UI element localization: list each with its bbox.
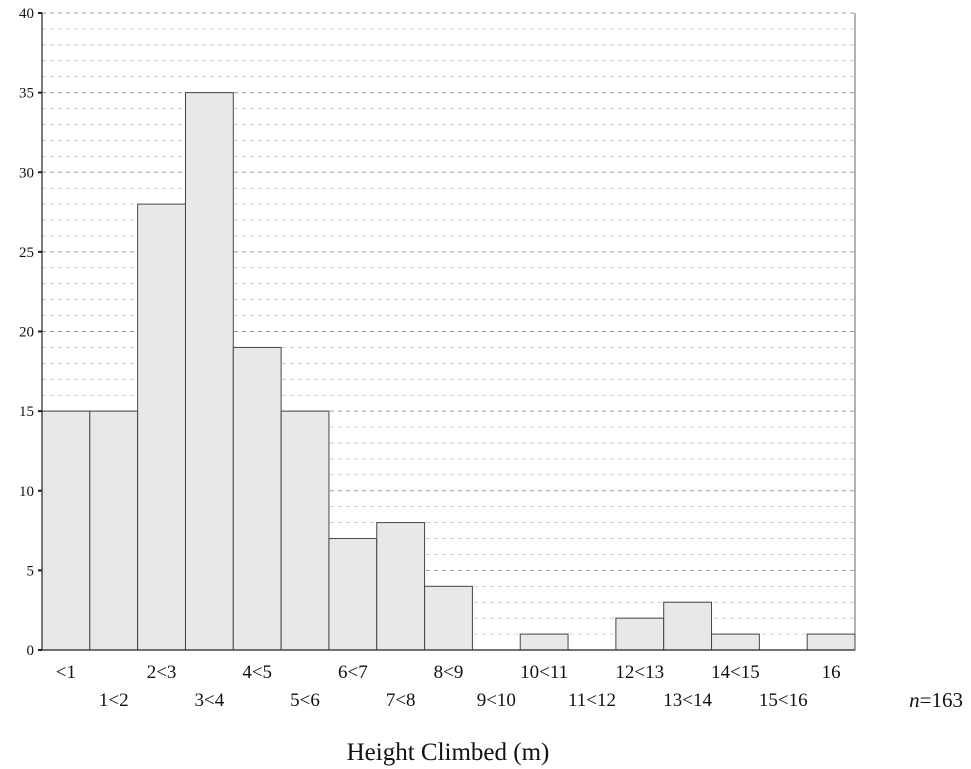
x-axis-label: Height Climbed (m) xyxy=(347,739,550,766)
bar-6<7 xyxy=(328,538,378,651)
bar-14<15 xyxy=(711,633,760,651)
bar-10<11 xyxy=(519,633,569,651)
y-tick-label: 15 xyxy=(19,404,34,420)
bar-5<6 xyxy=(280,410,330,651)
y-tick-label: 20 xyxy=(19,325,34,341)
x-tick-label: 15<16 xyxy=(759,690,808,711)
bar-3<4 xyxy=(184,92,234,651)
x-tick-label: 3<4 xyxy=(195,690,225,711)
bar-1<2 xyxy=(89,410,139,651)
x-tick-label: 6<7 xyxy=(338,662,368,683)
x-tick-label: 1<2 xyxy=(99,690,129,711)
bar-16 xyxy=(806,633,856,651)
y-tick-label: 10 xyxy=(19,484,34,500)
y-tick-label: 35 xyxy=(19,86,34,102)
x-tick-label: 10<11 xyxy=(520,662,568,683)
y-tick-label: 40 xyxy=(19,6,34,22)
bar-13<14 xyxy=(663,601,713,651)
x-tick-label: 7<8 xyxy=(386,690,416,711)
bars xyxy=(41,92,856,651)
sample-size-annotation: n=163 xyxy=(909,688,963,712)
x-tick-label: 9<10 xyxy=(477,690,516,711)
y-tick-label: 0 xyxy=(27,643,35,659)
x-tick-label: 5<6 xyxy=(290,690,320,711)
y-tick-label: 30 xyxy=(19,165,34,181)
bar-4<5 xyxy=(232,346,282,651)
bar-2<3 xyxy=(137,203,186,651)
y-tick-labels: 0 5 10 15 20 25 30 35 40 xyxy=(19,6,42,659)
x-tick-label: <1 xyxy=(56,662,76,683)
bar-12<13 xyxy=(615,617,665,651)
gridlines xyxy=(42,12,856,650)
x-tick-label: 11<12 xyxy=(568,690,616,711)
bar-<1 xyxy=(41,410,91,651)
x-tick-labels: <1 1<2 2<3 3<4 4<5 5<6 6<7 7<8 8<9 9<1010<1111<12… xyxy=(56,662,841,711)
x-tick-label: 14<15 xyxy=(711,662,760,683)
bar-7<8 xyxy=(376,522,426,651)
y-tick-label: 25 xyxy=(19,245,34,261)
x-tick-label: 2<3 xyxy=(147,662,177,683)
x-tick-label: 13<14 xyxy=(663,690,712,711)
bar-8<9 xyxy=(424,585,473,651)
x-tick-label: 12<13 xyxy=(615,662,664,683)
x-tick-label: 16 xyxy=(822,662,841,683)
y-tick-label: 5 xyxy=(27,563,35,579)
x-tick-label: 8<9 xyxy=(434,662,464,683)
x-tick-label: 4<5 xyxy=(242,662,272,683)
